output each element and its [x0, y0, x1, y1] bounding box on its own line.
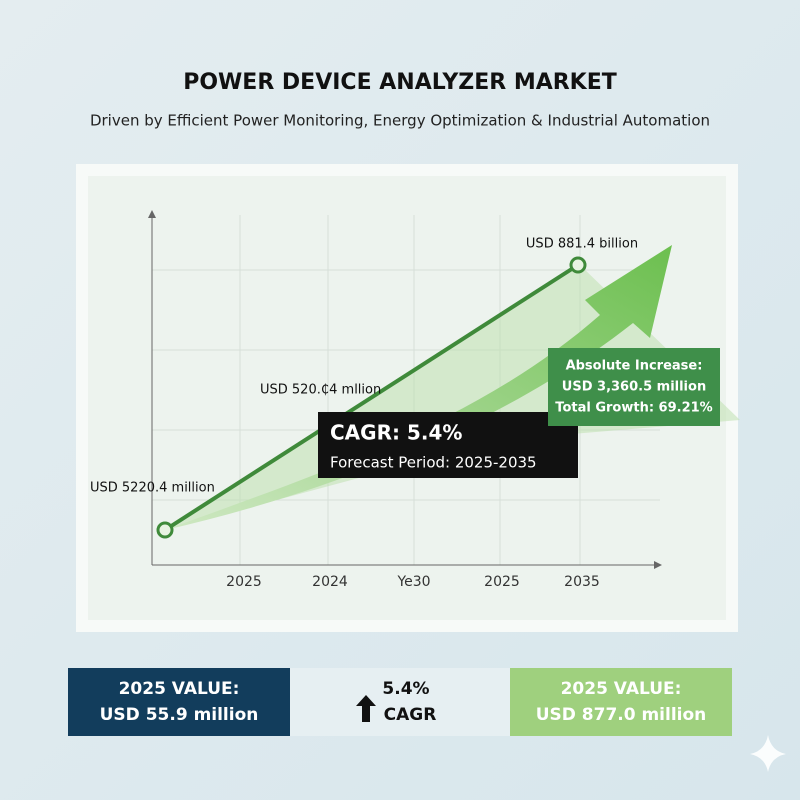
- title: POWER DEVICE ANALYZER MARKET: [183, 70, 617, 95]
- increase-text: USD 3,360.5 million: [562, 380, 706, 395]
- point-marker: [569, 256, 587, 274]
- point-label: USD 5220.4 million: [90, 481, 215, 496]
- summary-text: USD 55.9 million: [100, 705, 259, 725]
- sparkle-icon: [750, 735, 786, 772]
- increase-text: Total Growth: 69.21%: [555, 401, 712, 416]
- summary-box: [290, 668, 510, 736]
- summary-text: 5.4%: [382, 679, 429, 699]
- summary-box: [510, 668, 732, 736]
- x-tick-label: 2025: [226, 574, 262, 590]
- increase-text: Absolute Increase:: [566, 359, 703, 374]
- summary-text: USD 877.0 million: [536, 705, 707, 725]
- x-tick-label: 2025: [484, 574, 520, 590]
- summary-text: 2025 VALUE:: [119, 679, 240, 699]
- x-tick-label: 2035: [564, 574, 600, 590]
- up-arrow-icon: [356, 695, 376, 722]
- cagr-period: Forecast Period: 2025-2035: [330, 454, 537, 472]
- x-axis-arrow: [654, 561, 662, 569]
- point-label: USD 881.4 billion: [526, 237, 638, 252]
- cagr-title: CAGR: 5.4%: [330, 421, 462, 445]
- x-tick-label: Ye30: [396, 574, 430, 590]
- increase-box: [548, 348, 720, 426]
- summary-text: 2025 VALUE:: [561, 679, 682, 699]
- summary-text: CAGR: [384, 705, 437, 725]
- y-axis-arrow: [148, 210, 156, 218]
- summary-box: [68, 668, 290, 736]
- subtitle: Driven by Efficient Power Monitoring, En…: [90, 112, 710, 130]
- trend-line: [163, 263, 580, 532]
- point-label: USD 520.₵4 mllion: [260, 383, 381, 398]
- cagr-box: [318, 412, 578, 478]
- point-marker: [156, 521, 174, 539]
- x-tick-label: 2024: [312, 574, 348, 590]
